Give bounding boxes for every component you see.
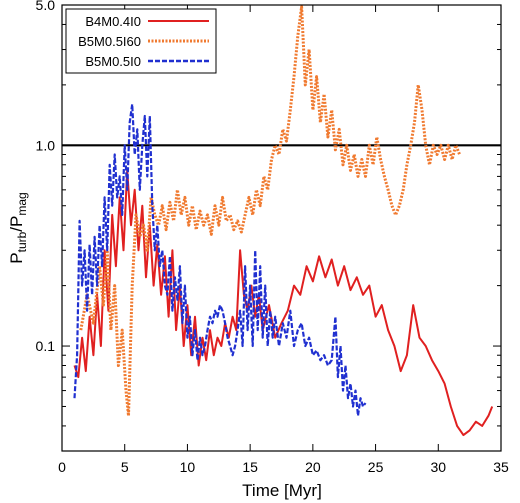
legend-label-series-3: B5M0.5I0 xyxy=(85,54,141,69)
x-tick-label: 5 xyxy=(121,459,129,475)
y-tick-label: 0.1 xyxy=(36,338,56,354)
y-axis-ticks: 0.1 1.0 5.0 xyxy=(36,0,501,452)
legend: B4M0.4I0 B5M0.5I60 B5M0.5I0 xyxy=(65,8,217,74)
y-axis-title-main: P xyxy=(7,252,26,263)
x-tick-label: 30 xyxy=(430,459,446,475)
x-axis-title: Time [Myr] xyxy=(242,481,322,500)
plot-frame xyxy=(61,4,502,452)
x-tick-label: 20 xyxy=(305,459,321,475)
y-tick-label: 5.0 xyxy=(36,0,56,13)
legend-label-series-2: B5M0.5I60 xyxy=(78,34,141,49)
series-layer xyxy=(73,5,494,437)
x-tick-label: 25 xyxy=(368,459,384,475)
x-axis-ticks: 0 5 10 15 20 25 30 35 xyxy=(58,5,509,475)
x-tick-label: 0 xyxy=(58,459,66,475)
x-tick-label: 10 xyxy=(180,459,196,475)
y-axis-title-sub1: turb xyxy=(15,231,29,252)
series-line-1 xyxy=(73,169,494,437)
series-line-2 xyxy=(79,5,461,418)
y-axis-title: Pturb/Pmag xyxy=(7,192,29,263)
x-tick-label: 15 xyxy=(242,459,258,475)
y-tick-label: 1.0 xyxy=(36,137,56,153)
y-axis-title-sub2: mag xyxy=(15,192,29,215)
y-axis-title-slash: /P xyxy=(7,216,26,232)
legend-label-series-1: B4M0.4I0 xyxy=(85,14,141,29)
x-tick-label: 35 xyxy=(493,459,509,475)
series-line-3 xyxy=(73,103,367,417)
